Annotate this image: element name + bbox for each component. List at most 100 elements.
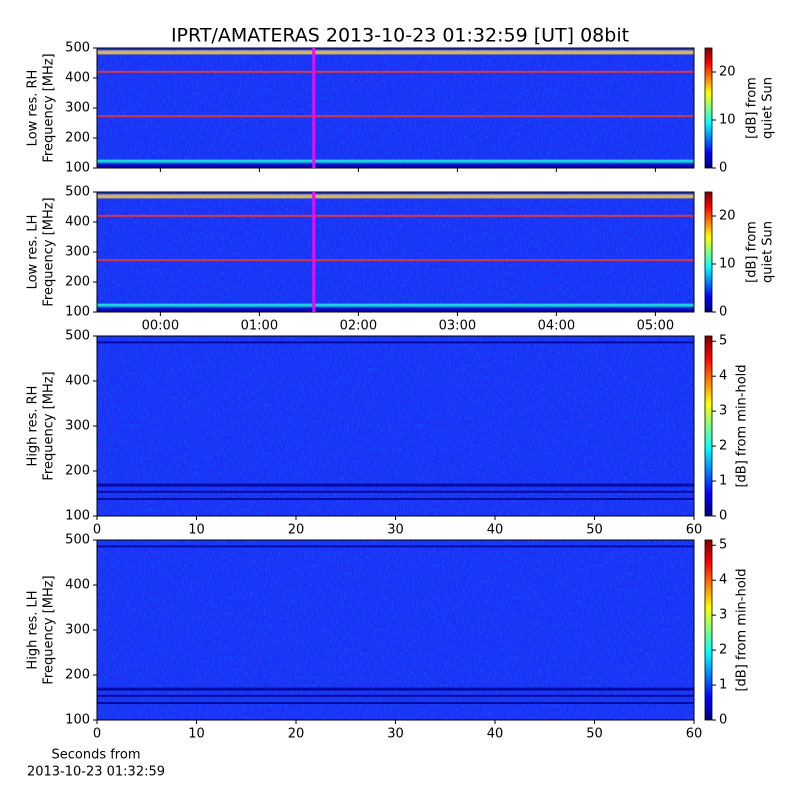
spectrogram-band <box>97 50 694 55</box>
x-tick-label: 40 <box>487 727 504 742</box>
spectrogram-band <box>97 303 694 307</box>
spectrogram-band <box>97 194 694 199</box>
y-tick-label: 100 <box>65 713 90 728</box>
colorbar-tick-label: 20 <box>719 209 736 224</box>
y-axis-label: High res. RH <box>26 386 41 467</box>
colorbar-label: [dB] from <box>745 77 760 139</box>
colorbar-tick-label: 0 <box>719 305 727 320</box>
spectrogram-noise <box>97 336 694 516</box>
y-tick-label: 200 <box>65 131 90 146</box>
colorbar-tick-label: 1 <box>719 678 727 693</box>
x-tick-label: 01:00 <box>241 319 278 334</box>
y-axis-label: Frequency [MHz] <box>42 53 57 162</box>
x-tick-label: 10 <box>188 727 205 742</box>
y-axis-label: Frequency [MHz] <box>42 371 57 480</box>
y-tick-label: 200 <box>65 668 90 683</box>
y-tick-label: 100 <box>65 305 90 320</box>
colorbar-tick-label: 5 <box>719 538 727 553</box>
figure-title: IPRT/AMATERAS 2013-10-23 01:32:59 [UT] 0… <box>171 25 629 47</box>
x-tick-label: 30 <box>387 523 404 538</box>
x-tick-label: 10 <box>188 523 205 538</box>
spectrogram-band <box>97 259 694 262</box>
y-tick-label: 300 <box>65 245 90 260</box>
spectrogram-band <box>97 115 694 118</box>
colorbar-tick-label: 0 <box>719 161 727 176</box>
x-tick-label: 02:00 <box>340 319 377 334</box>
y-tick-label: 500 <box>65 41 90 56</box>
y-tick-label: 500 <box>65 533 90 548</box>
colorbar-tick-label: 0 <box>719 509 727 524</box>
y-tick-label: 300 <box>65 101 90 116</box>
spectrogram-band <box>97 702 694 704</box>
x-tick-label: 20 <box>288 523 305 538</box>
colorbar <box>704 191 713 313</box>
spectrogram-noise <box>97 192 694 312</box>
x-tick-label: 40 <box>487 523 504 538</box>
x-tick-label: 03:00 <box>439 319 476 334</box>
x-tick-label: 60 <box>686 727 703 742</box>
x-tick-label: 04:00 <box>538 319 575 334</box>
colorbar-label: [dB] from min-hold <box>735 568 750 691</box>
y-tick-label: 500 <box>65 185 90 200</box>
colorbar-tick-label: 2 <box>719 643 727 658</box>
y-tick-label: 200 <box>65 275 90 290</box>
y-axis-label: Low res. RH <box>26 70 41 147</box>
spectrogram-band <box>97 308 694 313</box>
colorbar-label: quiet Sun <box>761 221 776 283</box>
x-axis-label: Seconds from <box>51 748 140 763</box>
colorbar <box>704 47 713 169</box>
spectrogram-noise <box>97 48 694 168</box>
y-axis-label: Frequency [MHz] <box>42 575 57 684</box>
colorbar-tick-label: 4 <box>719 573 727 588</box>
y-tick-label: 400 <box>65 215 90 230</box>
x-tick-label: 50 <box>586 523 603 538</box>
spectrogram-band <box>97 498 694 500</box>
colorbar-label: quiet Sun <box>761 77 776 139</box>
y-tick-label: 200 <box>65 464 90 479</box>
colorbar-label: [dB] from min-hold <box>735 364 750 487</box>
spectrogram-noise <box>97 540 694 720</box>
y-tick-label: 400 <box>65 374 90 389</box>
colorbar <box>704 335 713 517</box>
colorbar-tick-label: 4 <box>719 369 727 384</box>
colorbar-tick-label: 3 <box>719 404 727 419</box>
x-tick-label: 20 <box>288 727 305 742</box>
y-axis-label: Frequency [MHz] <box>42 197 57 306</box>
y-tick-label: 400 <box>65 71 90 86</box>
colorbar <box>704 539 713 721</box>
spectrogram-band <box>97 490 694 493</box>
spectrogram-band <box>97 70 694 73</box>
colorbar-tick-label: 0 <box>719 713 727 728</box>
y-tick-label: 400 <box>65 578 90 593</box>
x-tick-label: 0 <box>93 727 101 742</box>
colorbar-tick-label: 20 <box>719 65 736 80</box>
colorbar-tick-label: 1 <box>719 474 727 489</box>
spectrogram-band <box>97 214 694 217</box>
spectrogram-band <box>97 687 694 691</box>
spectrogram-band <box>97 694 694 697</box>
x-tick-label: 60 <box>686 523 703 538</box>
y-axis-label: Low res. LH <box>26 215 41 290</box>
colorbar-tick-label: 5 <box>719 334 727 349</box>
x-tick-label: 0 <box>93 523 101 538</box>
colorbar-tick-label: 10 <box>719 257 736 272</box>
colorbar-tick-label: 3 <box>719 608 727 623</box>
spectrogram-band <box>97 545 694 548</box>
y-tick-label: 100 <box>65 161 90 176</box>
y-tick-label: 300 <box>65 419 90 434</box>
x-axis-label: 2013-10-23 01:32:59 <box>27 765 165 780</box>
colorbar-label: [dB] from <box>745 221 760 283</box>
y-axis-label: High res. LH <box>26 590 41 669</box>
spectrogram-band <box>97 341 694 344</box>
spectrogram-band <box>97 159 694 163</box>
x-tick-label: 30 <box>387 727 404 742</box>
x-tick-label: 00:00 <box>142 319 179 334</box>
y-tick-label: 100 <box>65 509 90 524</box>
x-tick-label: 50 <box>586 727 603 742</box>
y-tick-label: 500 <box>65 329 90 344</box>
spectrogram-band <box>97 483 694 487</box>
spectrogram-band <box>97 164 694 169</box>
colorbar-tick-label: 10 <box>719 113 736 128</box>
y-tick-label: 300 <box>65 623 90 638</box>
